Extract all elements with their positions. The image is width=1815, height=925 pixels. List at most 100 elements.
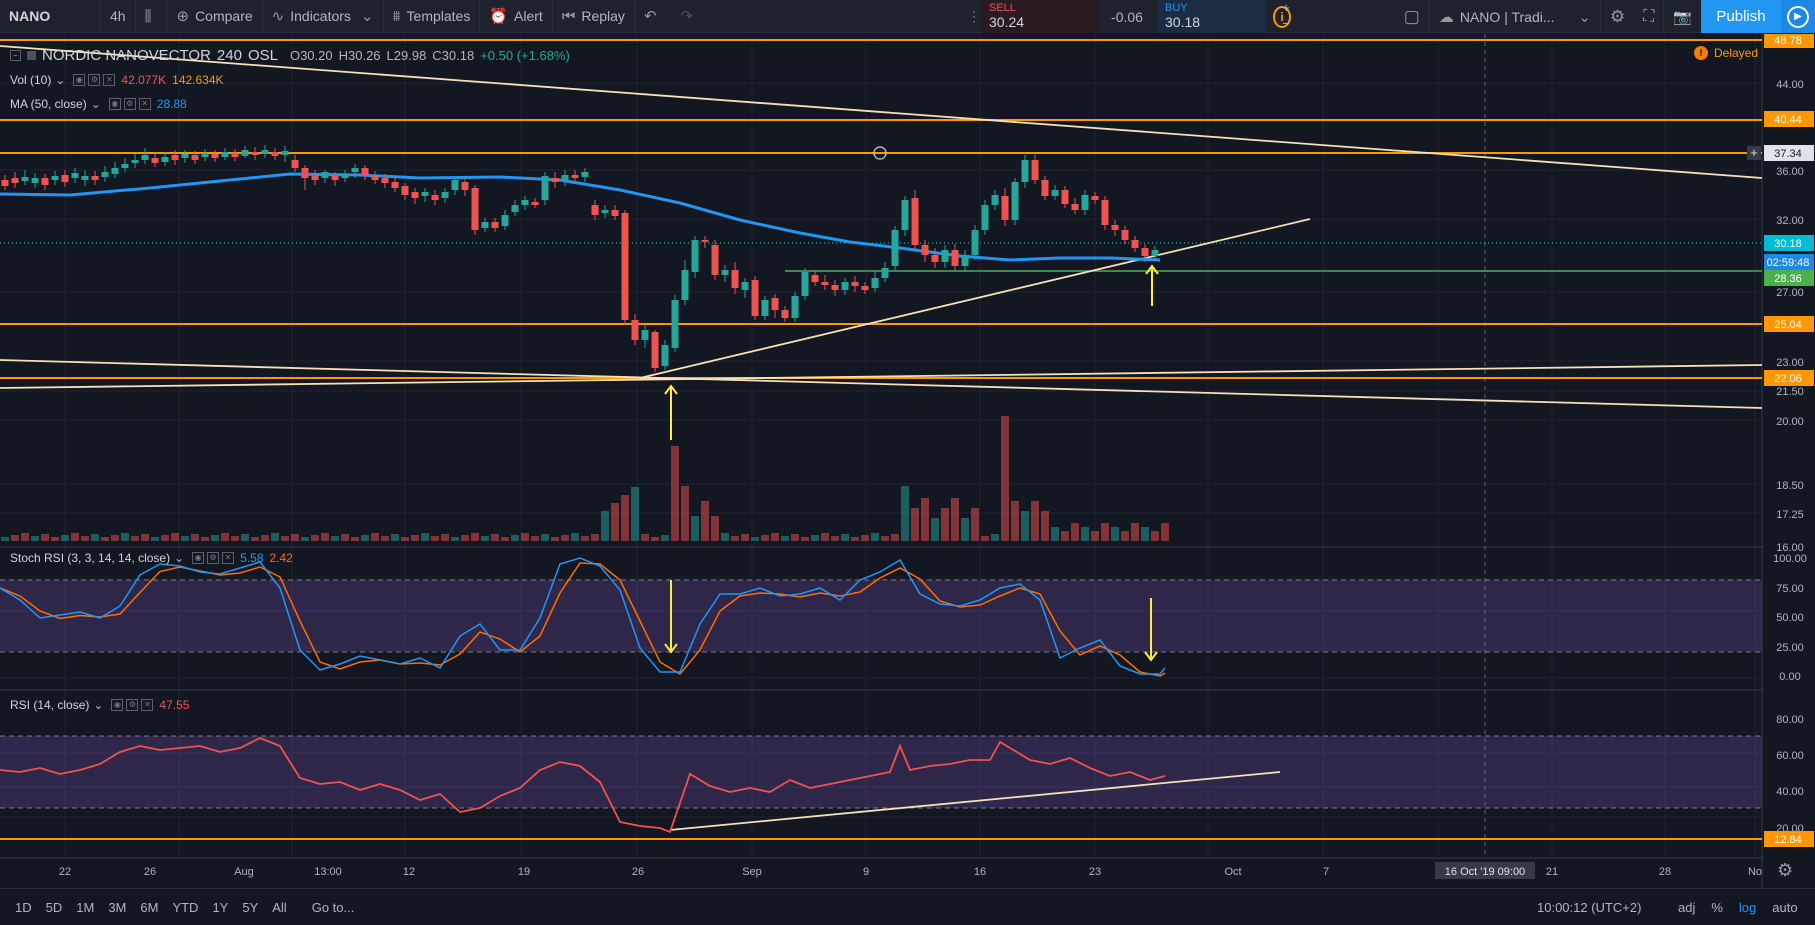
settings-icon[interactable]: ⚙ (207, 552, 220, 564)
chevron-down-icon[interactable]: ⌄ (93, 698, 104, 712)
trend-line (0, 364, 1763, 389)
price-tick: 32.00 (1776, 215, 1804, 227)
divider (1428, 0, 1430, 33)
candle-body (701, 240, 709, 242)
symbol-name[interactable]: NORDIC NANOVECTOR (42, 47, 211, 64)
candle-body (231, 153, 239, 157)
candle-body (461, 182, 469, 190)
volume-bar (261, 535, 269, 541)
candle-body (771, 298, 779, 310)
alert-label: Alert (514, 8, 543, 24)
qty-stepper[interactable]: + − (1276, 0, 1296, 32)
redo-button[interactable]: ↷ (672, 0, 709, 33)
candle-body (601, 210, 609, 213)
settings-icon[interactable]: ⚙ (88, 74, 101, 86)
ideas-stream-button[interactable]: ▶ (1781, 0, 1815, 33)
ma-name[interactable]: MA (50, close) (10, 97, 87, 111)
chart-type-button[interactable]: ⫼ (136, 0, 167, 33)
close-icon[interactable]: ✕ (103, 74, 116, 86)
undo-button[interactable]: ↶ (635, 0, 672, 33)
alert-button[interactable]: ⏰ Alert (480, 0, 551, 33)
settings-icon[interactable]: ⚙ (123, 98, 136, 110)
candle-body (991, 195, 999, 205)
auto-toggle[interactable]: auto (1772, 900, 1798, 915)
trend-line (0, 45, 1763, 179)
range-6m[interactable]: 6M (140, 899, 159, 915)
add-alert-button (1747, 146, 1761, 160)
settings-icon[interactable]: ⚙ (126, 699, 139, 711)
close-icon[interactable]: ✕ (222, 552, 235, 564)
rsi-line (0, 737, 1166, 834)
eye-icon[interactable]: ◉ (192, 552, 205, 564)
replay-button[interactable]: ⏮ Replay (553, 0, 634, 33)
spread-value: -0.06 (1097, 0, 1157, 33)
indicators-icon: ∿ (271, 8, 285, 25)
chevron-down-icon[interactable]: ⌄ (174, 551, 185, 565)
stoch-tick: 25.00 (1776, 642, 1804, 654)
delayed-badge[interactable]: ! Delayed (1694, 46, 1758, 60)
symbol-search[interactable]: NANO (9, 8, 51, 24)
stoch-name[interactable]: Stoch RSI (3, 3, 14, 14, close) (10, 551, 171, 565)
vol-name[interactable]: Vol (10) (10, 73, 52, 87)
candle-body (1151, 250, 1159, 256)
eye-icon[interactable]: ◉ (73, 74, 86, 86)
range-1d[interactable]: 1D (15, 899, 32, 915)
crosshair-cursor (873, 146, 887, 160)
volume-bar (481, 536, 489, 541)
range-all[interactable]: All (272, 899, 287, 915)
fullscreen-button[interactable]: ⛶ (1634, 0, 1663, 33)
range-3m[interactable]: 3M (108, 899, 127, 915)
publish-button[interactable]: Publish (1701, 0, 1781, 33)
price-label: 28.36 (1774, 273, 1802, 285)
drag-handle-icon[interactable]: ⋮ (967, 8, 981, 24)
range-5y[interactable]: 5Y (242, 899, 259, 915)
goto-button[interactable]: Go to... (311, 899, 355, 915)
volume-bar (1041, 511, 1049, 541)
close-icon[interactable]: ✕ (138, 98, 151, 110)
axis-settings-gear-icon[interactable]: ⚙ (1777, 860, 1794, 880)
grid-lines (0, 34, 1762, 858)
rsi-name[interactable]: RSI (14, close) (10, 698, 90, 712)
volume-bar (681, 486, 689, 541)
divider (382, 0, 384, 33)
info-button[interactable]: i (1265, 0, 1299, 33)
log-toggle[interactable]: log (1738, 900, 1757, 915)
chart-canvas[interactable]: 44.00 40.00 36.00 32.00 27.00 23.00 21.50 20.00… (0, 34, 1815, 888)
collapse-icon[interactable]: − (10, 50, 21, 61)
compare-button[interactable]: ⊕ Compare (167, 0, 261, 33)
snapshot-button[interactable]: 📷 (1664, 0, 1701, 33)
indicators-button[interactable]: ∿ Indicators ⌄ (263, 0, 383, 33)
clock[interactable]: 10:00:12 (UTC+2) (1537, 900, 1642, 915)
chevron-down-icon[interactable]: ⌄ (90, 97, 101, 111)
chevron-down-icon: ⌄ (360, 8, 374, 25)
interval-button[interactable]: 4h (110, 8, 126, 24)
plus-icon[interactable]: + (1282, 0, 1290, 15)
minus-icon[interactable]: − (1282, 16, 1290, 31)
fullscreen-square-button[interactable]: ▢ (1395, 0, 1429, 33)
candle-body (51, 176, 59, 180)
range-ytd[interactable]: YTD (172, 899, 199, 915)
range-5d[interactable]: 5D (45, 899, 63, 915)
eye-icon[interactable]: ◉ (111, 699, 124, 711)
percent-toggle[interactable]: % (1711, 900, 1723, 915)
eye-icon[interactable]: ◉ (108, 98, 121, 110)
adj-toggle[interactable]: adj (1678, 900, 1696, 915)
close-icon[interactable]: ✕ (141, 699, 154, 711)
stoch-legend: Stoch RSI (3, 3, 14, 14, close) ⌄ ◉ ⚙ ✕ 5.5… (10, 551, 293, 565)
buy-button[interactable]: BUY 30.18 (1157, 0, 1265, 33)
templates-button[interactable]: ⩩ Templates (384, 0, 480, 33)
price-axis-background (1763, 34, 1815, 888)
settings-button[interactable]: ⚙ (1601, 0, 1634, 33)
price-tick: 18.50 (1776, 480, 1804, 492)
volume-bar (361, 535, 369, 541)
range-1y[interactable]: 1Y (212, 899, 229, 915)
layout-menu[interactable]: ☁ NANO | Tradi... ⌄ (1430, 0, 1600, 33)
time-tick: Sep (742, 866, 762, 878)
range-1m[interactable]: 1M (76, 899, 95, 915)
time-tick: Aug (234, 866, 254, 878)
time-tick: 28 (1659, 866, 1671, 878)
sell-button[interactable]: SELL 30.24 (981, 0, 1097, 33)
candle-body (201, 153, 209, 157)
candle-body (741, 282, 749, 290)
chevron-down-icon[interactable]: ⌄ (55, 73, 66, 87)
